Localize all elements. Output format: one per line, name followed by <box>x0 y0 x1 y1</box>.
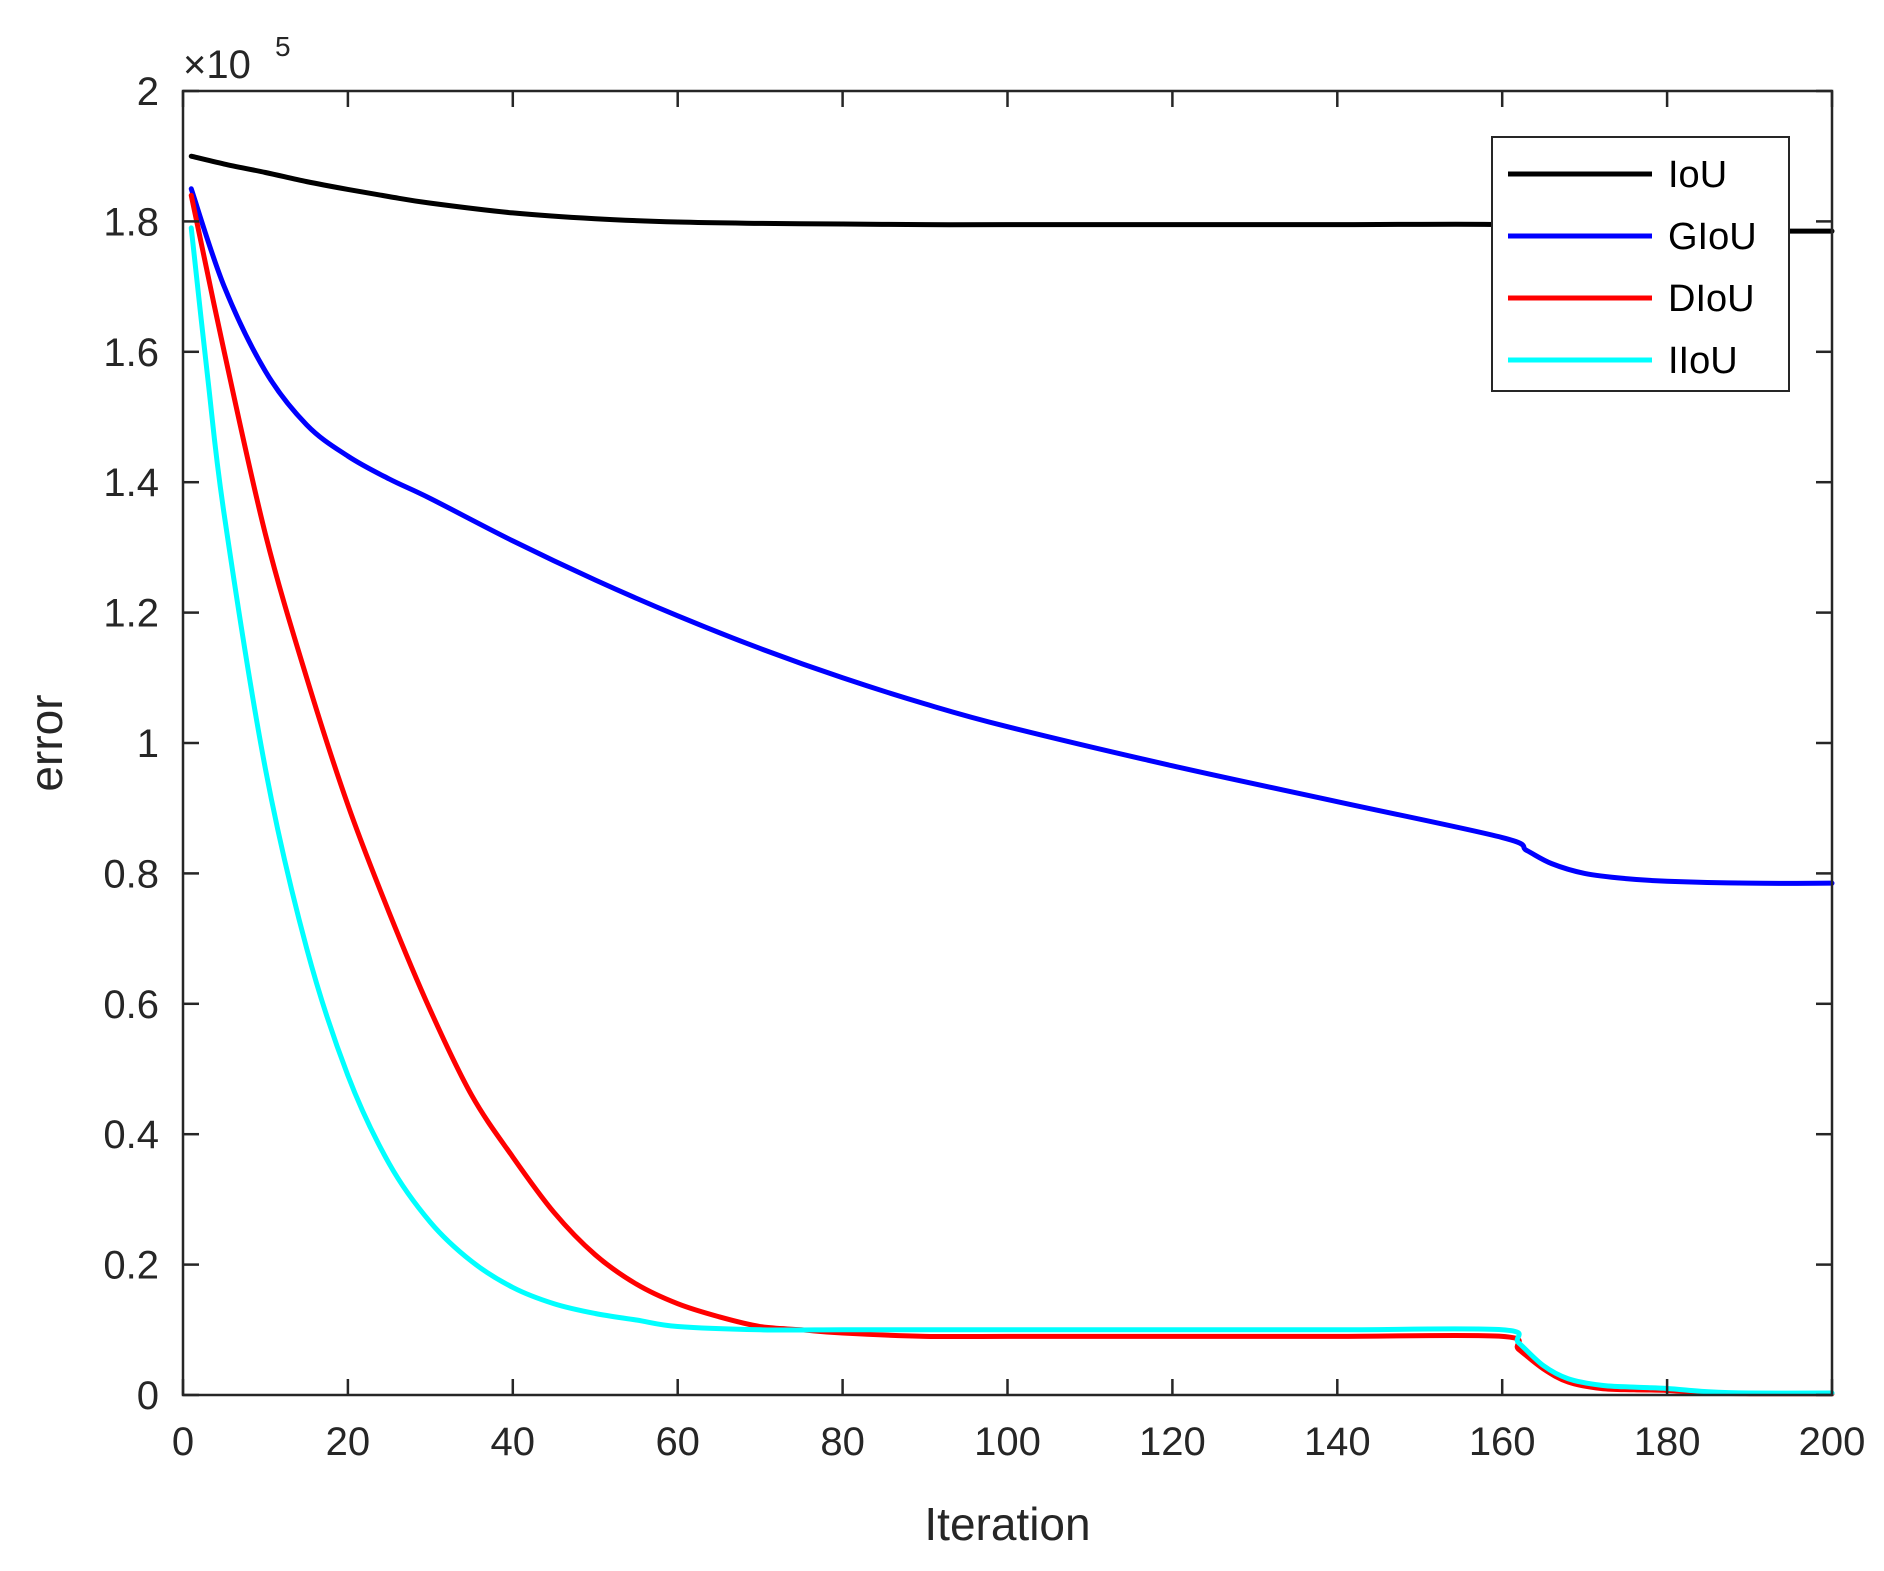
exponent-base: 10 <box>206 43 251 87</box>
y-axis-exponent-base: ×10 <box>183 43 251 87</box>
y-tick-label: 0.4 <box>103 1113 159 1157</box>
exponent-symbol: × <box>183 43 206 87</box>
legend-item-iiou: IIoU <box>1508 340 1738 382</box>
legend-items: IoU GIoU DIoU IIoU <box>1508 154 1757 382</box>
legend-item-iou: IoU <box>1508 154 1727 196</box>
plot-frame <box>181 89 1834 1397</box>
x-axis-label: Iteration <box>924 1498 1090 1550</box>
y-tick-label: 1.8 <box>103 200 159 244</box>
legend: IoU GIoU DIoU IIoU <box>1491 136 1790 392</box>
x-tick-label: 60 <box>655 1420 700 1464</box>
x-tick-label: 120 <box>1139 1420 1206 1464</box>
legend-label: IIoU <box>1668 340 1738 382</box>
y-tick-label: 0.2 <box>103 1244 159 1288</box>
y-tick-label: 1.6 <box>103 331 159 375</box>
legend-label: GIoU <box>1668 216 1757 258</box>
y-tick-labels: 0 0.2 0.4 0.6 0.8 1 1.2 1.4 1.6 1.8 2 <box>103 70 159 1418</box>
x-tick-label: 0 <box>172 1420 194 1464</box>
y-tick-label: 0.8 <box>103 852 159 896</box>
x-tick-label: 40 <box>491 1420 536 1464</box>
legend-label: DIoU <box>1668 278 1755 320</box>
y-tick-label: 0.6 <box>103 983 159 1027</box>
y-tick-label: 2 <box>137 70 159 114</box>
series-line-giou <box>188 186 1835 886</box>
x-tick-label: 100 <box>974 1420 1041 1464</box>
y-tick-label: 1.4 <box>103 461 159 505</box>
x-tick-label: 80 <box>820 1420 865 1464</box>
legend-item-giou: GIoU <box>1508 216 1757 258</box>
y-axis-exponent-power: 5 <box>275 31 291 62</box>
x-tick-label: 180 <box>1634 1420 1701 1464</box>
x-tick-label: 200 <box>1799 1420 1866 1464</box>
legend-box <box>1491 136 1790 392</box>
x-tick-label: 20 <box>326 1420 371 1464</box>
y-tick-label: 0 <box>137 1374 159 1418</box>
legend-label: IoU <box>1668 154 1727 196</box>
x-tick-labels: 0 20 40 60 80 100 120 140 160 180 200 <box>172 1420 1866 1464</box>
y-tick-label: 1.2 <box>103 592 159 636</box>
series-lines <box>188 153 1835 1397</box>
y-axis-exponent: ×10 5 <box>183 31 291 87</box>
legend-item-diou: DIoU <box>1508 278 1755 320</box>
y-tick-label: 1 <box>137 722 159 766</box>
x-tick-label: 140 <box>1304 1420 1371 1464</box>
series-line-iiou <box>188 225 1835 1396</box>
x-tick-label: 160 <box>1469 1420 1536 1464</box>
y-axis-label: error <box>20 694 72 791</box>
